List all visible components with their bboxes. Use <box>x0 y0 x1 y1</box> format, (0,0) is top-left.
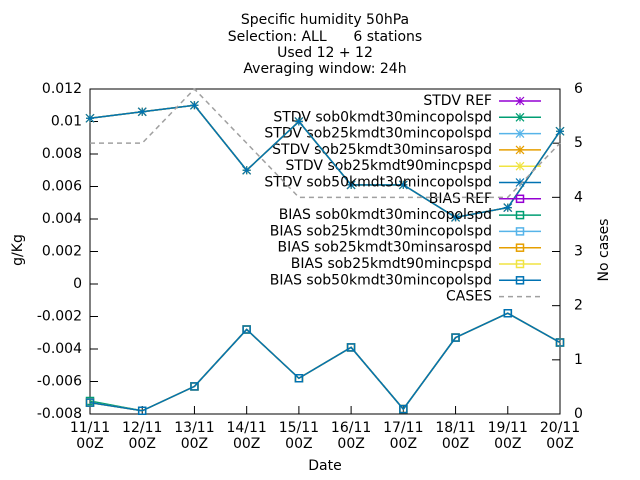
legend-label: BIAS sob25kmdt90mincpspd <box>291 256 492 272</box>
legend-marker <box>515 178 525 187</box>
legend-marker <box>515 259 525 269</box>
point <box>346 180 356 190</box>
y-tick-label: -0.004 <box>37 341 82 357</box>
legend-marker <box>515 145 525 155</box>
legend-label: STDV sob25kmdt90mincpspd <box>285 158 492 174</box>
legend-label: BIAS sob25kmdt30minsarospd <box>278 240 493 256</box>
y2-tick-label: 6 <box>574 81 583 97</box>
x-tick-label: 00Z <box>181 436 208 452</box>
y2-tick-label: 0 <box>574 406 583 422</box>
x-tick-label: 00Z <box>546 436 573 452</box>
x-tick-label: 00Z <box>390 436 417 452</box>
x-tick-label: 00Z <box>285 436 312 452</box>
legend-marker <box>515 276 525 285</box>
legend-label: STDV sob50kmdt30mincopolspd <box>264 175 492 191</box>
legend-marker <box>515 227 525 236</box>
x-tick-label: 00Z <box>129 436 156 452</box>
point <box>190 382 199 391</box>
title-line: Used 12 + 12 <box>277 45 373 61</box>
point <box>398 180 408 190</box>
point <box>399 404 408 414</box>
x-tick-label: 00Z <box>233 436 260 452</box>
legend-marker <box>515 210 525 220</box>
legend-label: BIAS REF <box>429 191 492 207</box>
x-tick-label: 17/11 <box>383 420 423 436</box>
legend-label: STDV sob25kmdt30minsarospd <box>272 142 492 158</box>
legend-label: BIAS sob25kmdt30mincopolspd <box>270 223 492 239</box>
series-line <box>89 104 561 219</box>
point <box>85 398 95 407</box>
x-tick-label: 20/11 <box>540 420 580 436</box>
x-tick-label: 14/11 <box>226 420 266 436</box>
y-tick-label: 0.012 <box>42 81 82 97</box>
title-line: Specific humidity 50hPa <box>241 12 409 28</box>
point <box>294 117 304 126</box>
point <box>85 113 95 123</box>
x-tick-label: 18/11 <box>435 420 475 436</box>
x-tick-label: 00Z <box>494 436 521 452</box>
y2-tick-label: 1 <box>574 352 583 368</box>
y2-tick-label: 2 <box>574 298 583 314</box>
legend-marker <box>515 96 525 106</box>
x-tick-label: 00Z <box>442 436 469 452</box>
legend-label: CASES <box>446 289 492 305</box>
legend-marker <box>515 243 525 252</box>
legend-label: STDV sob0kmdt30mincopolspd <box>273 109 492 125</box>
legend-label: STDV REF <box>423 93 492 109</box>
y-tick-label: -0.006 <box>37 374 82 390</box>
y2-tick-label: 3 <box>574 244 583 260</box>
legend-label: BIAS sob0kmdt30mincopolspd <box>279 207 492 223</box>
y-tick-label: 0.002 <box>42 244 82 260</box>
x-tick-label: 12/11 <box>122 420 162 436</box>
y-tick-label: 0.006 <box>42 179 82 195</box>
point <box>503 309 513 318</box>
point <box>294 374 304 383</box>
y2-tick-label: 4 <box>574 189 583 205</box>
x-tick-label: 13/11 <box>174 420 214 436</box>
point <box>190 100 199 110</box>
point <box>555 338 565 347</box>
legend-marker <box>515 194 525 204</box>
y-tick-label: 0.004 <box>42 211 82 227</box>
x-tick-label: 00Z <box>76 436 103 452</box>
x-tick-label: 11/11 <box>70 420 110 436</box>
y2-tick-label: 5 <box>574 135 583 151</box>
x-tick-label: 16/11 <box>331 420 371 436</box>
point <box>242 165 252 175</box>
x-tick-label: 15/11 <box>279 420 319 436</box>
title-line: Selection: ALL 6 stations <box>228 29 422 45</box>
x-axis-label: Date <box>308 458 341 474</box>
y-tick-label: 0.008 <box>42 146 82 162</box>
legend-marker <box>515 129 525 139</box>
x-tick-label: 19/11 <box>488 420 528 436</box>
point <box>555 126 565 136</box>
y-tick-label: 0 <box>73 276 82 292</box>
legend-label: BIAS sob50kmdt30mincopolspd <box>270 272 492 288</box>
point <box>451 212 460 222</box>
point <box>503 203 513 213</box>
legend-marker <box>515 161 525 171</box>
point <box>137 107 147 117</box>
y-tick-label: -0.002 <box>37 309 82 325</box>
legend-label: STDV sob25kmdt30mincopolspd <box>264 126 492 142</box>
y-tick-label: 0.01 <box>51 114 82 130</box>
series-line <box>89 312 561 412</box>
point <box>242 325 251 334</box>
plot-border <box>89 88 561 415</box>
y-axis-label: g/Kg <box>10 234 26 266</box>
series-line <box>90 87 561 199</box>
y2-axis-label: No cases <box>596 219 612 282</box>
legend-marker <box>515 112 525 122</box>
point <box>451 333 460 342</box>
title-line: Averaging window: 24h <box>243 61 406 77</box>
x-tick-label: 00Z <box>337 436 364 452</box>
point <box>346 343 356 352</box>
point <box>137 406 147 415</box>
y-tick-label: -0.008 <box>37 406 82 422</box>
